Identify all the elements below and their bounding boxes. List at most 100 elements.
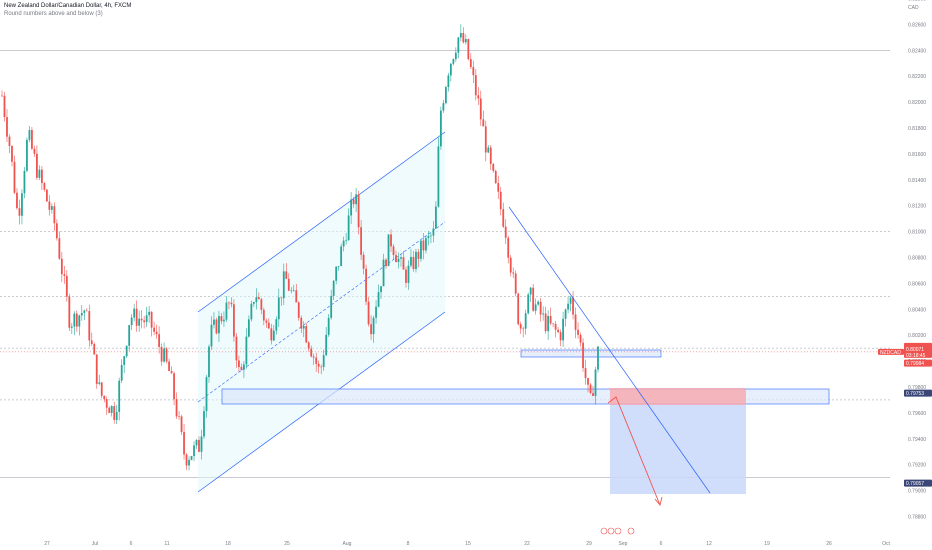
time-tick-label: 26 — [826, 541, 832, 547]
candle-body — [467, 39, 470, 60]
candle-body — [255, 297, 258, 303]
price-tick-label: 0.81800 — [908, 126, 926, 132]
candle-body — [335, 266, 338, 281]
candle-body — [148, 311, 151, 316]
candle-body — [45, 189, 48, 202]
candle-body — [427, 235, 430, 238]
last-price-tag-bg — [904, 342, 932, 358]
candle-body — [113, 406, 116, 420]
candle-body — [223, 319, 225, 322]
candle-body — [594, 369, 597, 396]
candle-body — [415, 251, 417, 270]
candle-body — [6, 117, 8, 137]
candle-body — [442, 103, 445, 111]
candle-body — [1, 95, 3, 97]
candle-body — [138, 318, 141, 326]
candle-body — [422, 240, 425, 251]
candle-body — [582, 342, 584, 369]
candle-body — [200, 436, 203, 452]
stop-loss-area — [610, 388, 746, 405]
candle-body — [365, 268, 367, 302]
candle-body — [105, 399, 108, 408]
candle-body — [552, 323, 555, 325]
indicator-label: Round numbers above and below (3) — [4, 11, 103, 17]
candle-body — [412, 256, 415, 270]
candle-body — [537, 301, 540, 305]
candle-body — [208, 346, 210, 378]
candle-body — [260, 299, 263, 310]
candle-body — [407, 265, 410, 283]
candle-body — [405, 269, 407, 283]
candle-body — [362, 254, 365, 269]
candle-body — [78, 315, 81, 327]
candle-body — [532, 287, 535, 311]
candle-body — [53, 206, 56, 224]
candle-body — [447, 75, 450, 88]
price-tick-label: 0.80200 — [908, 333, 926, 339]
candle-body — [115, 411, 118, 420]
price-tick-label: 0.79800 — [908, 385, 926, 391]
candle-body — [417, 251, 420, 259]
candle-body — [277, 297, 280, 320]
price-tick-label: 0.81000 — [908, 230, 926, 236]
candle-body — [484, 126, 487, 153]
candle-body — [504, 226, 507, 238]
candle-body — [70, 326, 73, 328]
candle-body — [300, 317, 303, 329]
candle-body — [400, 257, 402, 259]
candle-body — [462, 32, 465, 43]
candle-body — [312, 356, 315, 358]
candle-body — [160, 346, 163, 362]
stop-loss-tag-bg — [904, 359, 932, 367]
candle-body — [143, 320, 146, 323]
candle-body — [120, 365, 123, 381]
candle-body — [507, 237, 510, 258]
candle-body — [262, 309, 265, 321]
candle-body — [307, 342, 310, 349]
candle-body — [158, 334, 161, 347]
candle-body — [242, 364, 245, 370]
candle-body — [340, 246, 343, 267]
candle-body — [38, 169, 41, 178]
candle-body — [55, 223, 58, 239]
candle-body — [285, 271, 288, 279]
candle-body — [375, 306, 377, 318]
candle-body — [247, 319, 250, 337]
candle-body — [432, 228, 435, 236]
candle-body — [240, 366, 243, 370]
economic-events[interactable] — [600, 527, 635, 535]
candle-body — [597, 346, 599, 370]
price-tick-label: 0.82600 — [908, 22, 926, 28]
candle-body — [150, 311, 153, 328]
price-axis[interactable]: 0.82800 0.82600 0.82400 0.82200 0.82000 0.818… — [908, 0, 926, 520]
candle-body — [125, 345, 128, 357]
candle-body — [579, 334, 582, 343]
candle-body — [198, 439, 200, 452]
candle-body — [557, 329, 560, 333]
take-profit-area — [610, 405, 746, 494]
candle-body — [145, 315, 148, 323]
candle-body — [21, 193, 23, 216]
candle-body — [390, 234, 392, 247]
candle-body — [325, 334, 328, 356]
price-tick-label: 0.82000 — [908, 100, 926, 106]
candle-body — [272, 330, 275, 341]
candle-body — [280, 297, 283, 299]
candle-body — [514, 273, 517, 294]
candle-body — [474, 75, 477, 96]
bar-countdown: 03:18:45 — [906, 353, 926, 359]
entry-tag-bg — [904, 389, 932, 397]
price-tick-label: 0.79200 — [908, 463, 926, 469]
channel-mid-line — [197, 221, 446, 403]
candle-body — [347, 215, 350, 241]
candle-body — [360, 227, 362, 255]
candle-body — [168, 361, 170, 372]
candle-body — [220, 316, 223, 322]
candle-body — [13, 161, 16, 193]
candle-body — [128, 325, 131, 346]
candle-body — [18, 208, 21, 216]
time-axis[interactable]: 27 Jul 6 11 18 25 Aug 8 15 22 29 Sep 6 12 19 26 Oct — [44, 541, 890, 547]
candle-body — [382, 259, 385, 287]
candle-body — [140, 318, 143, 321]
